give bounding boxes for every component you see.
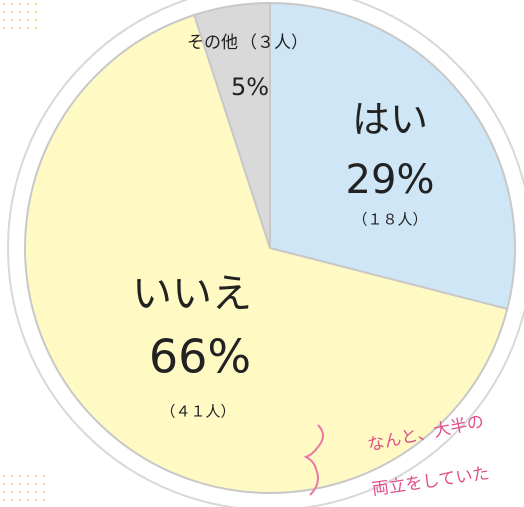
dot-corner [0, 0, 40, 30]
value-label: 29% [346, 157, 435, 203]
count-label: （３人） [240, 33, 308, 53]
value-label: 5% [231, 73, 269, 101]
count-label: （１８人） [352, 211, 427, 229]
count-label: （４１人） [160, 403, 235, 421]
slice-label: いいえ [132, 271, 252, 317]
slice-label: はい [352, 98, 428, 142]
value-label: 66% [149, 330, 251, 384]
chart: はい（１８人）29%いいえ（４１人）66%その他（３人）5% なんと、大半の 両… [0, 0, 524, 507]
dot-corner [0, 470, 50, 507]
slice-label: その他 [187, 33, 238, 53]
